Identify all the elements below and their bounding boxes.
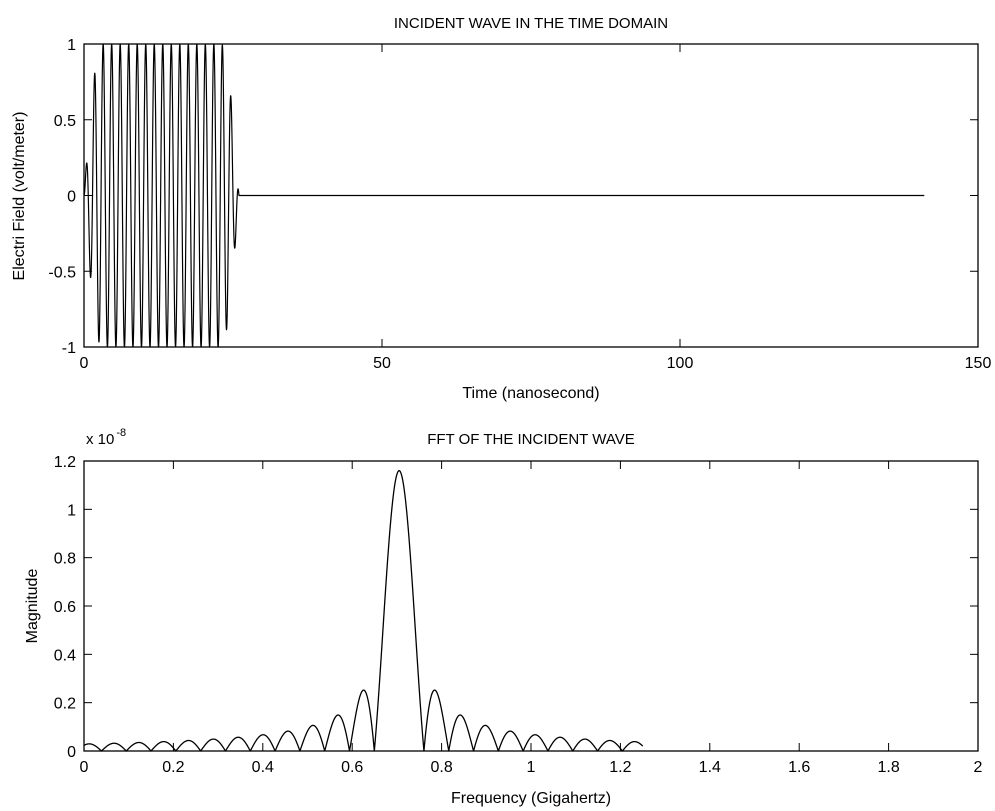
- x-tick-label: 100: [667, 355, 694, 372]
- x-tick-label: 0: [80, 355, 89, 372]
- x-tick-label: 150: [965, 355, 992, 372]
- time-series-line: [83, 43, 925, 348]
- y-tick-label: 0: [67, 744, 76, 761]
- y-tick-label: 1.2: [54, 454, 76, 471]
- x-tick-label: 2: [974, 759, 983, 776]
- x-tick-label: 1.2: [609, 759, 631, 776]
- time-domain-chart: INCIDENT WAVE IN THE TIME DOMAIN 0 50 100 1…: [11, 15, 991, 402]
- y-tick-label: 0.5: [54, 113, 76, 130]
- y-tick-label: 0.8: [54, 551, 76, 568]
- fft-series-line: [83, 470, 644, 752]
- time-chart-tick-labels: 0 50 100 150 -1 -0.5 0 0.5 1: [48, 37, 991, 372]
- x-tick-label: 0.6: [341, 759, 363, 776]
- y-tick-label: 0.4: [54, 647, 76, 664]
- fft-chart-ticks: [83, 460, 979, 752]
- y-tick-label: 0.6: [54, 599, 76, 616]
- x-tick-label: 1.6: [788, 759, 810, 776]
- x-tick-label: 0: [80, 759, 89, 776]
- x-tick-label: 1.8: [877, 759, 899, 776]
- time-chart-title: INCIDENT WAVE IN THE TIME DOMAIN: [394, 15, 668, 32]
- fft-y-multiplier: x 10 -8: [86, 427, 126, 448]
- fft-chart-plot-frame: [83, 460, 979, 752]
- time-chart-xlabel: Time (nanosecond): [462, 385, 599, 402]
- x-tick-label: 50: [373, 355, 391, 372]
- fft-chart: FFT OF THE INCIDENT WAVE x 10 -8 0 0.2 0.4 0…: [24, 427, 983, 807]
- fft-chart-ylabel: Magnitude: [24, 569, 41, 644]
- time-chart-ylabel: Electri Field (volt/meter): [11, 112, 28, 281]
- y-tick-label: 1: [67, 502, 76, 519]
- y-tick-label: 1: [67, 37, 76, 54]
- x-tick-label: 1: [527, 759, 536, 776]
- time-chart-plot-frame: [83, 43, 979, 348]
- x-tick-label: 0.2: [162, 759, 184, 776]
- y-tick-label: -0.5: [48, 264, 76, 281]
- y-tick-label: 0: [67, 189, 76, 206]
- fft-chart-tick-labels: 0 0.2 0.4 0.6 0.8 1 1.2 1.4 1.6 1.8 2 0 0.2 0.4 0.6 0.8…: [54, 454, 983, 776]
- x-tick-label: 1.4: [699, 759, 721, 776]
- fft-chart-title: FFT OF THE INCIDENT WAVE: [427, 431, 635, 448]
- y-tick-label: 0.2: [54, 696, 76, 713]
- y-tick-label: -1: [62, 340, 76, 357]
- x-tick-label: 0.4: [252, 759, 274, 776]
- fft-chart-xlabel: Frequency (Gigahertz): [451, 790, 611, 807]
- x-tick-label: 0.8: [430, 759, 452, 776]
